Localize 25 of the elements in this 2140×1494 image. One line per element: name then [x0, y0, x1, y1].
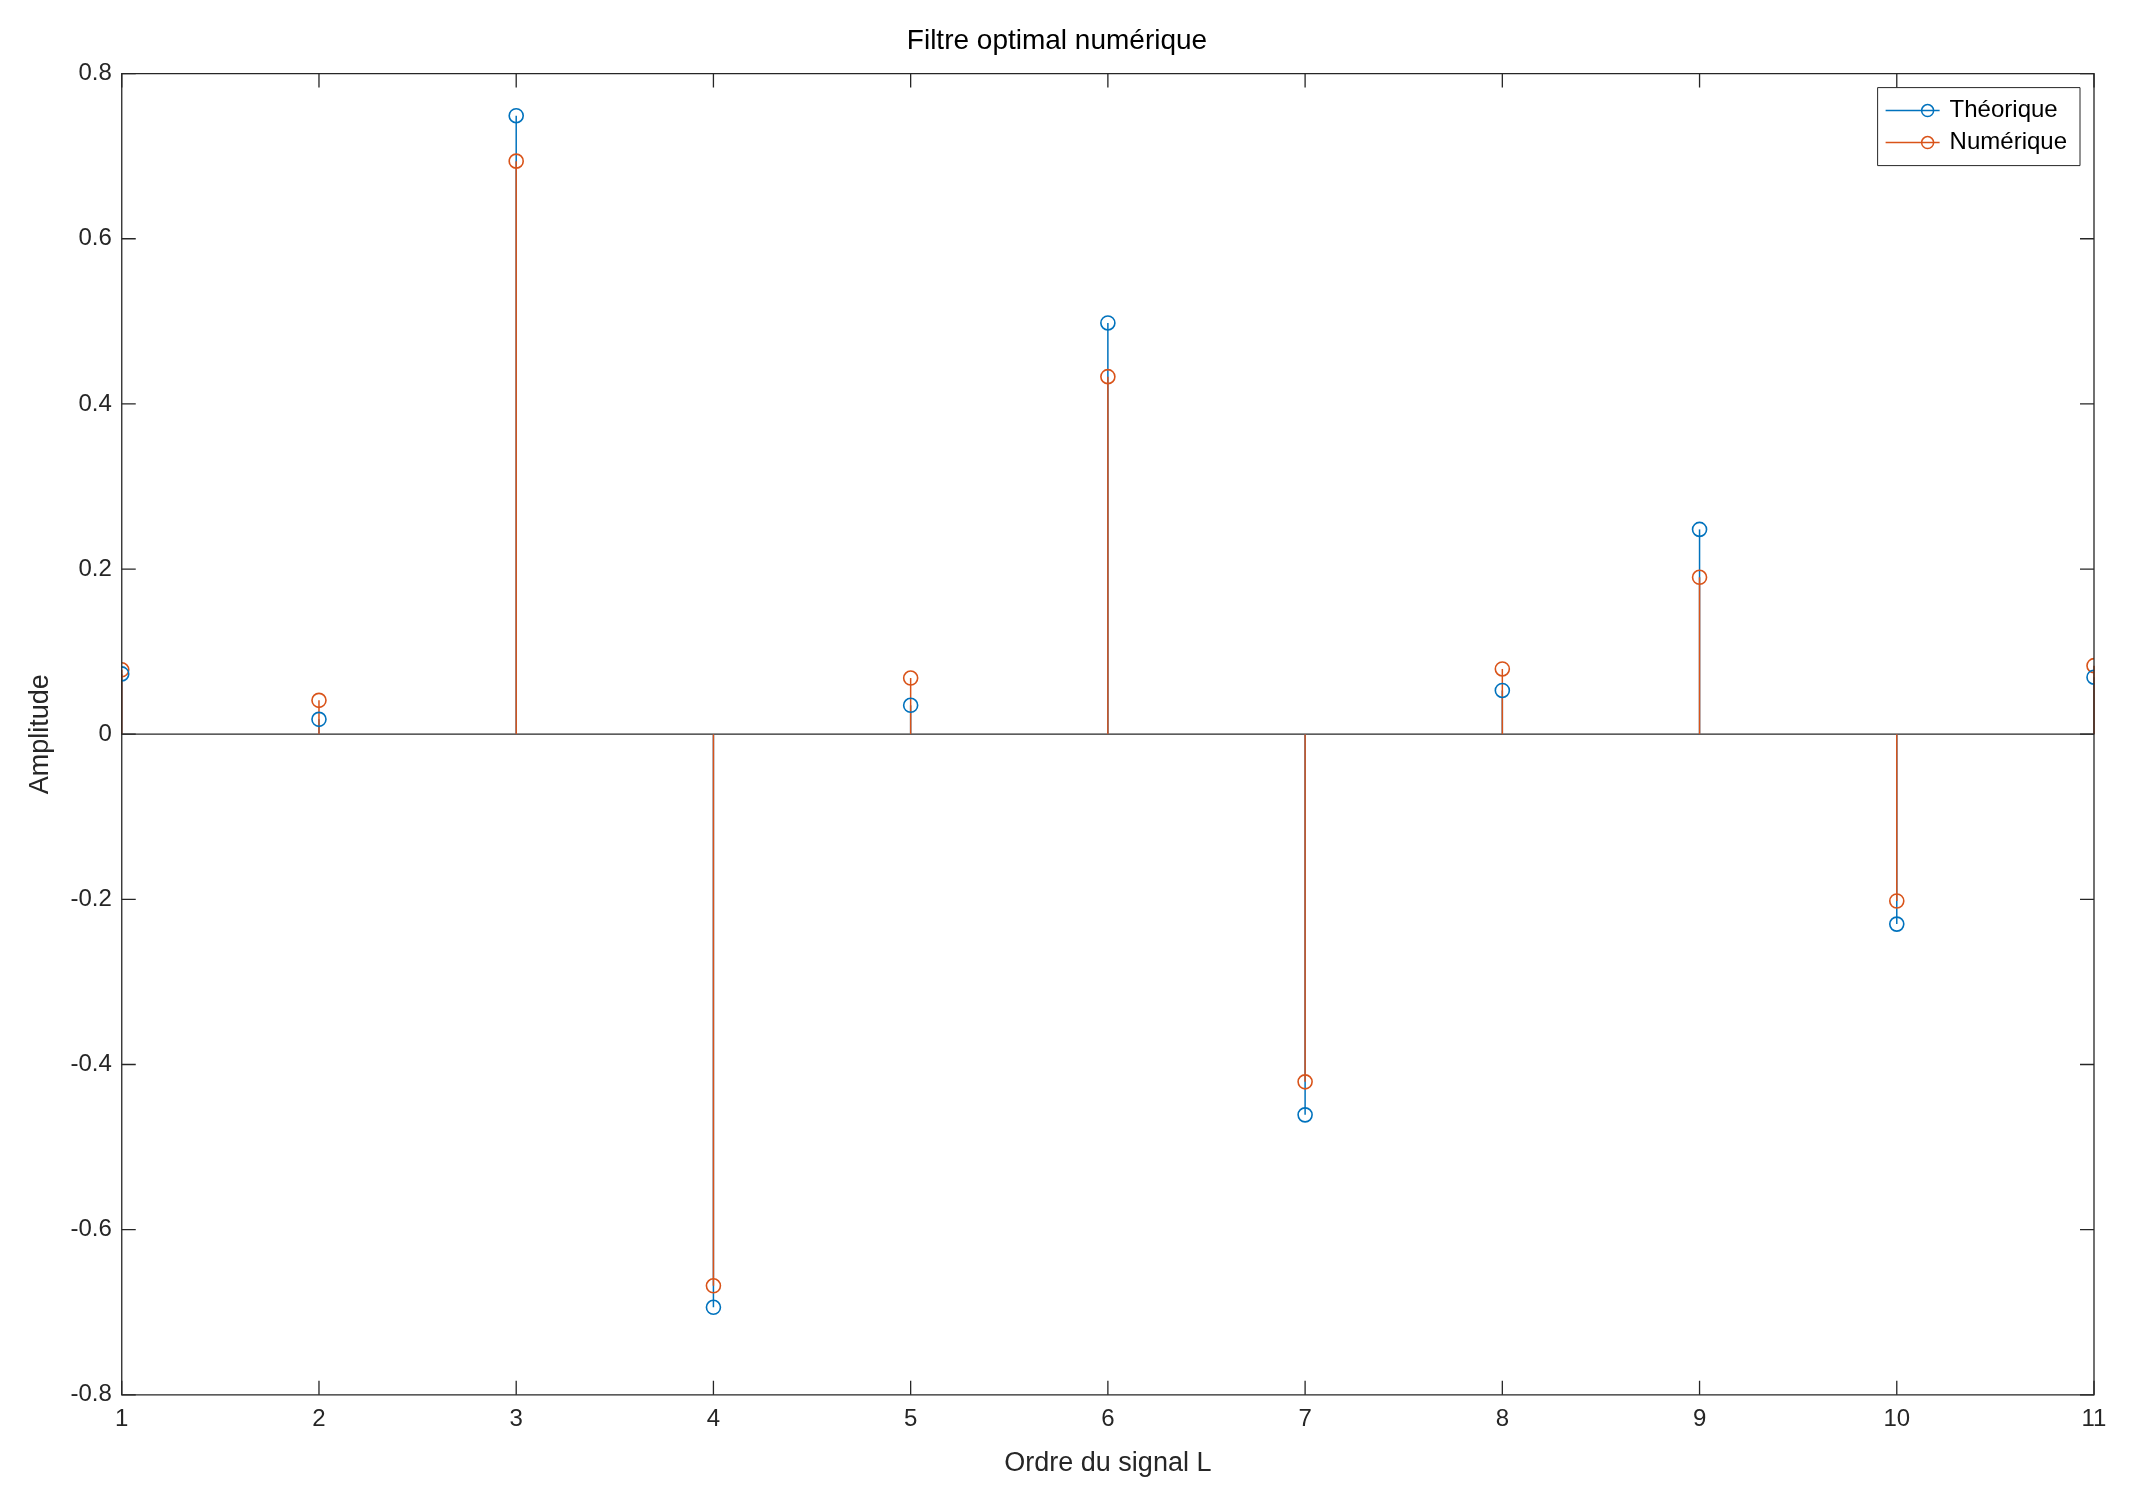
x-tick-label: 8 [1495, 1403, 1510, 1431]
x-axis-title: Ordre du signal L [1004, 1447, 1212, 1478]
x-tick-label: 7 [1298, 1403, 1312, 1431]
x-tick-label: 11 [2081, 1403, 2107, 1431]
y-tick-label: 0.6 [78, 223, 112, 251]
y-tick-label: 0.2 [78, 553, 112, 581]
y-tick-label: 0.4 [78, 388, 112, 416]
x-tick-label: 1 [115, 1403, 129, 1431]
y-tick-label: -0.8 [70, 1379, 112, 1407]
x-tick-label: 4 [706, 1403, 721, 1431]
y-tick-label: -0.4 [70, 1049, 112, 1077]
y-axis-title: Amplitude [23, 674, 54, 795]
x-tick-label: 2 [312, 1403, 326, 1431]
legend-label: Théorique [1949, 95, 2058, 123]
x-tick-label: 10 [1883, 1403, 1911, 1431]
y-tick-label: 0.8 [78, 58, 112, 86]
x-tick-label: 5 [903, 1403, 918, 1431]
y-tick-label: -0.6 [70, 1214, 112, 1242]
legend-label: Numérique [1949, 127, 2067, 155]
y-tick-label: -0.2 [70, 883, 112, 911]
x-tick-label: 9 [1692, 1403, 1707, 1431]
x-tick-label: 3 [509, 1403, 523, 1431]
y-tick-label: 0 [98, 718, 112, 746]
x-tick-label: 6 [1101, 1403, 1115, 1431]
chart-title: Filtre optimal numérique [906, 23, 1208, 55]
